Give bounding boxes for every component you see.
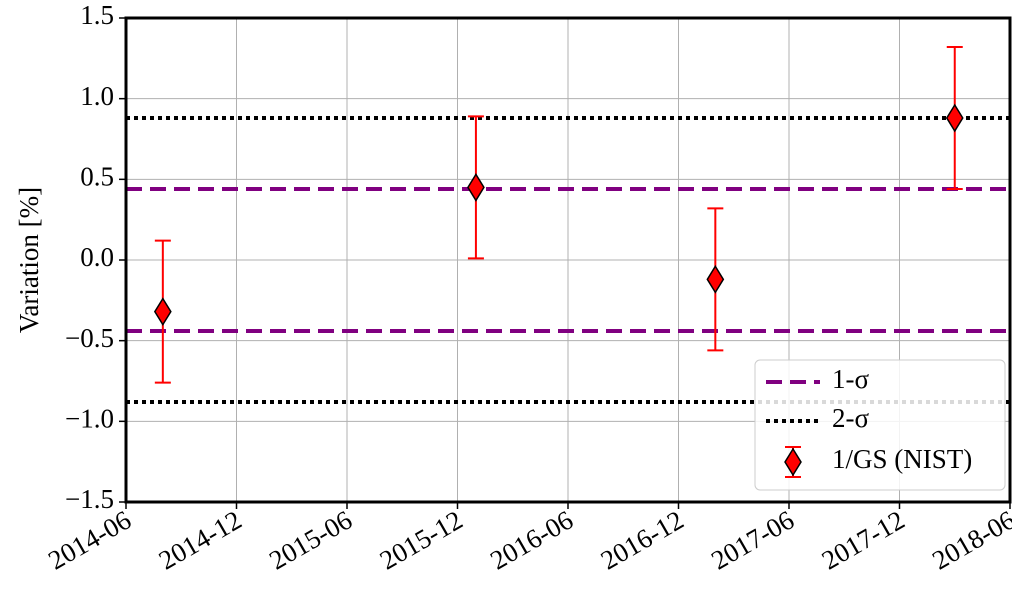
- y-tick-label: 1.5: [80, 0, 114, 30]
- legend-label: 1-σ: [832, 364, 869, 394]
- x-tick-label: 2014-12: [154, 505, 247, 576]
- marker: [467, 172, 485, 202]
- plot-frame: [124, 16, 1012, 504]
- x-tick-label: 2015-12: [375, 505, 468, 576]
- legend-swatch: [784, 447, 802, 477]
- y-tick-label: −1.5: [65, 484, 114, 514]
- legend-label: 1/GS (NIST): [832, 444, 972, 474]
- x-tick-label: 2016-12: [596, 505, 689, 576]
- marker: [706, 264, 725, 294]
- y-tick-label: 0.5: [80, 162, 114, 192]
- y-tick-label: 1.0: [80, 81, 114, 111]
- marker: [945, 103, 964, 133]
- x-tick-label: 2014-06: [43, 505, 136, 576]
- marker: [153, 297, 172, 327]
- y-tick-label: −1.0: [65, 404, 114, 434]
- legend: 1-σ 2-σ 1/GS (NIST): [754, 359, 1006, 491]
- y-tick-label: −0.5: [65, 323, 114, 353]
- y-tick-label: 0.0: [80, 242, 114, 272]
- y-axis-label: Variation [%]: [14, 187, 44, 333]
- x-tick-label: 2015-06: [264, 505, 357, 576]
- x-tick-label: 2018-06: [927, 505, 1012, 576]
- legend-box: [754, 359, 1006, 491]
- x-tick-label: 2017-12: [817, 505, 910, 576]
- legend-label: 2-σ: [832, 403, 869, 433]
- x-tick-label: 2017-06: [706, 505, 799, 576]
- x-tick-label: 2016-06: [485, 505, 578, 576]
